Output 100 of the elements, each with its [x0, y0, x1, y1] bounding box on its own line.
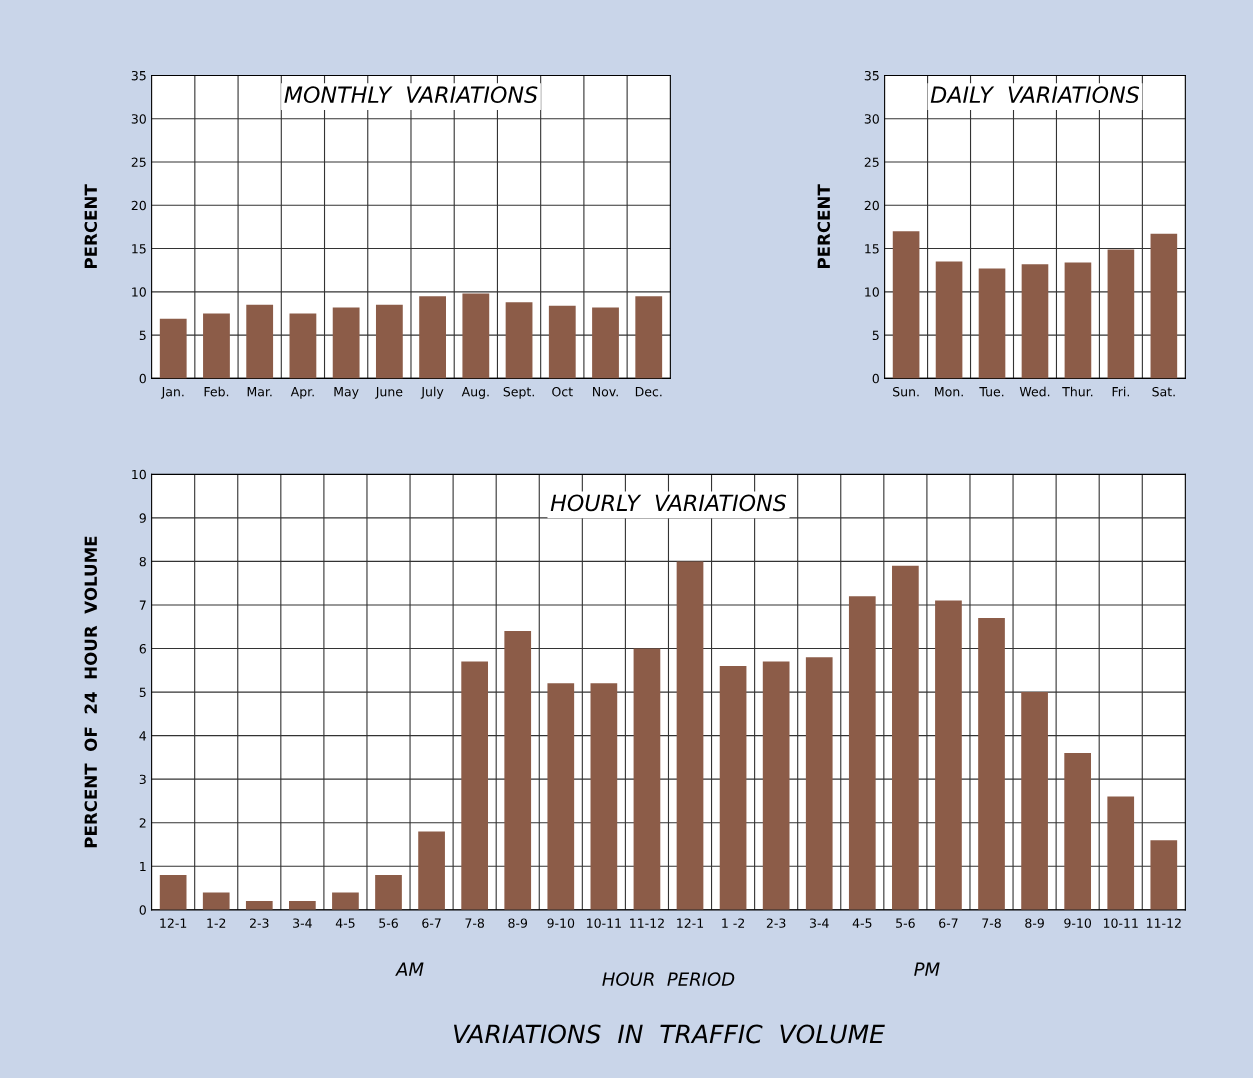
- bar: [245, 901, 273, 910]
- bar: [504, 631, 532, 910]
- bar: [202, 892, 230, 910]
- x-tick-label: 9-10: [1064, 918, 1092, 928]
- x-tick-label: Fri.: [1112, 386, 1129, 397]
- y-tick-label: 9: [139, 513, 146, 523]
- y-tick-label: 30: [864, 114, 879, 124]
- bar: [332, 892, 359, 910]
- y-axis-title: PERCENT: [817, 184, 831, 269]
- x-tick-label: 1 -2: [722, 918, 745, 928]
- bar: [1021, 264, 1049, 379]
- y-tick-label: 5: [139, 687, 146, 697]
- x-tick-label: 5-6: [379, 918, 398, 928]
- bar: [548, 305, 576, 379]
- bar: [1107, 796, 1135, 910]
- y-tick-label: 8: [139, 556, 146, 567]
- x-tick-label: 12-1: [677, 918, 704, 928]
- bar: [978, 618, 1005, 910]
- y-tick-label: 30: [131, 114, 146, 124]
- x-tick-label: Wed.: [1019, 386, 1050, 397]
- y-tick-label: 1: [140, 861, 146, 872]
- bar: [375, 304, 403, 379]
- x-tick-label: 5-6: [896, 918, 915, 928]
- y-tick-label: 20: [864, 200, 879, 211]
- x-tick-label: Sat.: [1152, 386, 1175, 397]
- bar: [592, 307, 619, 379]
- bar: [461, 661, 488, 910]
- x-tick-label: 8-9: [508, 918, 528, 928]
- y-tick-label: 15: [865, 244, 879, 254]
- bar: [289, 901, 316, 910]
- x-tick-label: 11-12: [630, 918, 664, 928]
- x-tick-label: Feb.: [204, 386, 229, 397]
- x-tick-label: 3-4: [809, 918, 829, 928]
- x-tick-label: 2-3: [250, 918, 269, 928]
- y-tick-label: 25: [864, 157, 879, 167]
- bar: [289, 313, 317, 379]
- bar: [590, 683, 618, 910]
- x-tick-label: Sept.: [503, 386, 534, 399]
- chart-title: MONTHLY VARIATIONS: [284, 86, 538, 104]
- x-tick-label: 7-8: [465, 918, 485, 928]
- y-tick-label: 10: [132, 469, 146, 480]
- x-axis-title: HOUR PERIOD: [602, 972, 735, 986]
- x-tick-label: 4-5: [852, 918, 872, 928]
- bar: [1064, 753, 1092, 910]
- bar: [1150, 840, 1178, 910]
- y-tick-label: 35: [864, 70, 879, 81]
- bar: [159, 318, 187, 379]
- y-tick-label: 25: [131, 157, 146, 167]
- y-tick-label: 0: [872, 373, 879, 384]
- text: AM: [395, 962, 424, 976]
- x-tick-label: Aug.: [461, 387, 489, 399]
- x-tick-label: May: [334, 387, 359, 399]
- x-tick-label: 12-1: [160, 918, 187, 928]
- x-tick-label: 1-2: [207, 918, 226, 928]
- x-tick-label: 7-8: [982, 918, 1001, 928]
- bar: [418, 831, 445, 910]
- text: VARIATIONS IN TRAFFIC VOLUME: [453, 1024, 885, 1044]
- x-tick-label: June: [375, 387, 403, 399]
- text: PM: [914, 962, 940, 976]
- bar: [1064, 262, 1092, 379]
- bar: [332, 307, 360, 379]
- x-tick-label: 8-9: [1025, 918, 1044, 928]
- bar: [935, 600, 962, 910]
- x-tick-label: Mon.: [935, 387, 963, 397]
- x-tick-label: Thur.: [1062, 386, 1093, 397]
- y-tick-label: 2: [139, 818, 146, 828]
- bar: [892, 231, 920, 379]
- x-tick-label: Mar.: [247, 387, 272, 397]
- y-tick-label: 20: [131, 200, 146, 211]
- y-axis-title: PERCENT: [84, 184, 98, 269]
- x-tick-label: 10-11: [1103, 918, 1138, 928]
- bar: [633, 648, 661, 910]
- x-tick-label: 4-5: [335, 918, 355, 928]
- x-tick-label: 11-12: [1147, 918, 1181, 928]
- bar: [892, 565, 919, 910]
- x-tick-label: 10-11: [587, 918, 621, 928]
- text: HOURLY VARIATIONS: [550, 494, 787, 512]
- x-tick-label: 9-10: [547, 918, 575, 928]
- y-tick-label: 5: [139, 330, 146, 341]
- bar: [462, 293, 490, 379]
- bar: [159, 874, 187, 910]
- x-tick-label: Apr.: [290, 387, 314, 399]
- bar: [375, 874, 402, 910]
- x-tick-label: Dec.: [635, 387, 662, 397]
- bar: [978, 268, 1006, 379]
- bar: [203, 313, 230, 379]
- bar: [547, 683, 575, 910]
- bar: [505, 302, 533, 379]
- y-tick-label: 4: [139, 731, 147, 741]
- y-tick-label: 6: [139, 644, 146, 654]
- bar: [848, 596, 876, 910]
- bar: [419, 296, 446, 379]
- bar: [805, 657, 833, 910]
- x-tick-label: 2-3: [766, 918, 786, 928]
- bar: [676, 561, 704, 910]
- x-tick-label: Jan.: [160, 387, 184, 399]
- x-tick-label: Sun.: [893, 386, 919, 397]
- x-tick-label: 6-7: [939, 918, 958, 928]
- y-tick-label: 7: [139, 600, 146, 610]
- y-tick-label: 10: [132, 287, 146, 297]
